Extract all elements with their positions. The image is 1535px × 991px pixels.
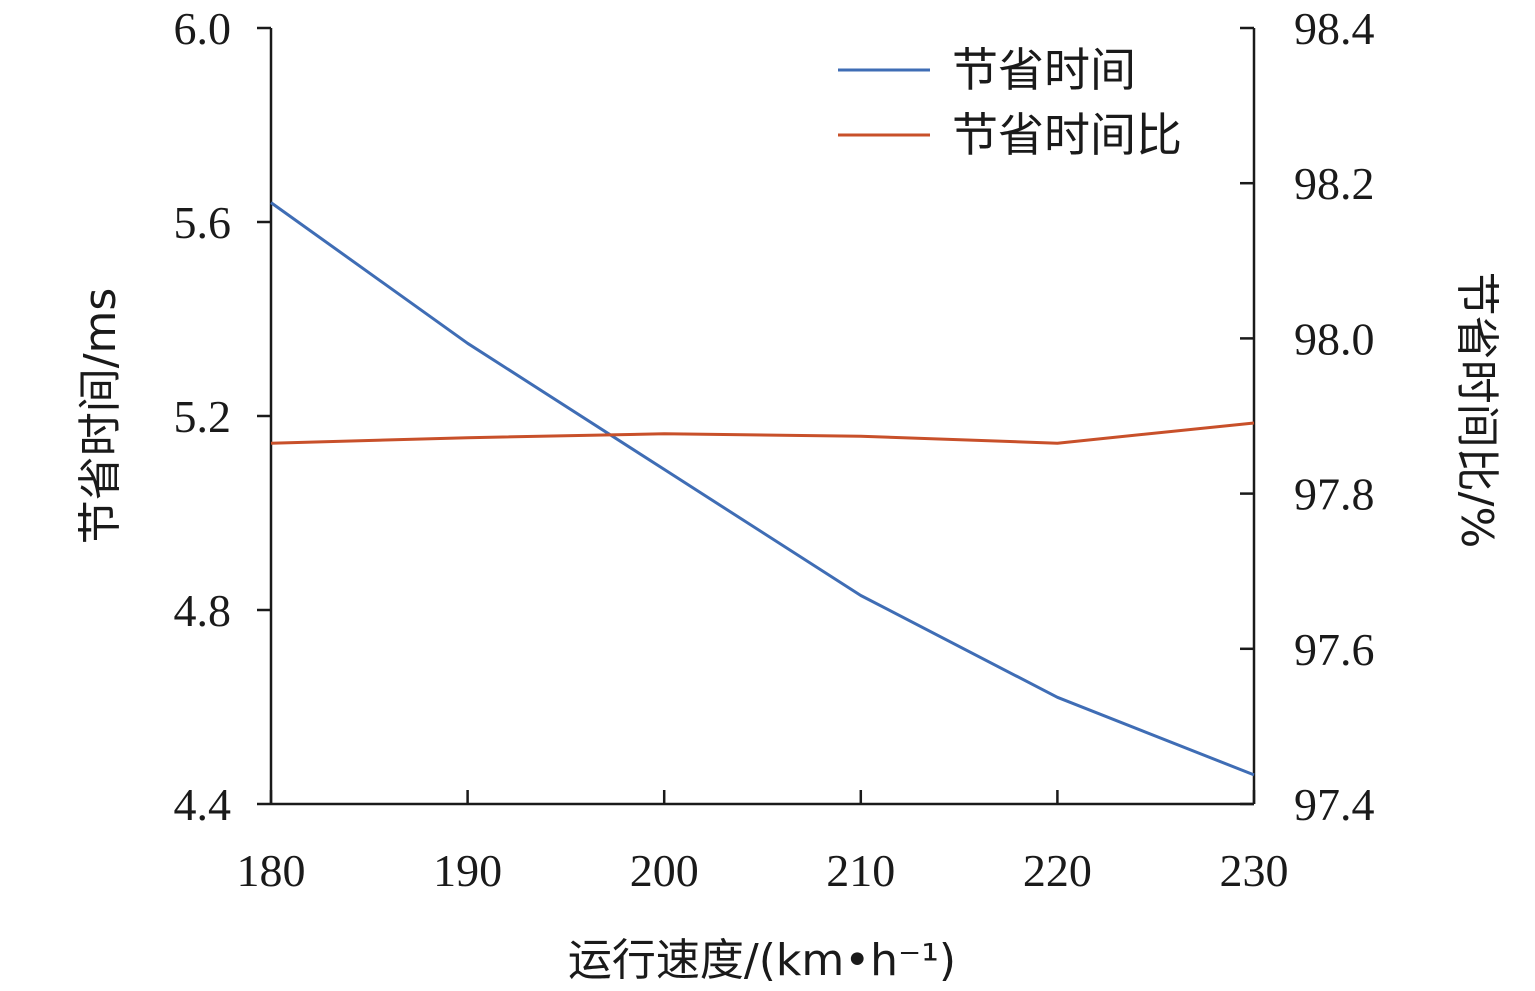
x-tick-label: 190 [433, 845, 502, 896]
y-right-tick-label: 98.4 [1294, 3, 1375, 54]
legend-label-saving-time: 节省时间 [952, 43, 1136, 97]
legend: 节省时间 节省时间比 [838, 43, 1182, 162]
x-tick-label: 200 [630, 845, 699, 896]
x-tick-label: 180 [237, 845, 306, 896]
y-left-tick-label: 4.8 [174, 585, 232, 636]
series-layer [270, 201, 1255, 777]
series-line-saving-ratio [270, 421, 1255, 445]
y-right-tick-label: 98.2 [1294, 158, 1375, 209]
y-left-axis-title: 节省时间/ms [75, 288, 126, 545]
y-left-tick-label: 6.0 [174, 3, 232, 54]
y-right-tick-label: 97.8 [1294, 469, 1375, 520]
y-left-tick-label: 5.6 [174, 197, 232, 248]
x-tick-label: 230 [1220, 845, 1289, 896]
x-tick-label: 210 [826, 845, 895, 896]
y-right-axis-title: 节省时间比/% [1451, 272, 1502, 549]
y-left-tick-label: 5.2 [174, 391, 232, 442]
y-right-tick-label: 97.4 [1294, 779, 1375, 830]
ticks: 180 190 200 210 220 230 4.4 4.8 5.2 5.6 6.0 97.4 97.… [174, 3, 1375, 896]
x-axis-title: 运行速度/(km•h⁻¹) [568, 935, 956, 986]
series-line-saving-time [270, 201, 1255, 777]
x-tick-label: 220 [1023, 845, 1092, 896]
legend-label-saving-ratio: 节省时间比 [952, 108, 1182, 162]
y-left-tick-label: 4.4 [174, 779, 232, 830]
y-right-tick-label: 97.6 [1294, 624, 1375, 675]
y-right-tick-label: 98.0 [1294, 313, 1375, 364]
